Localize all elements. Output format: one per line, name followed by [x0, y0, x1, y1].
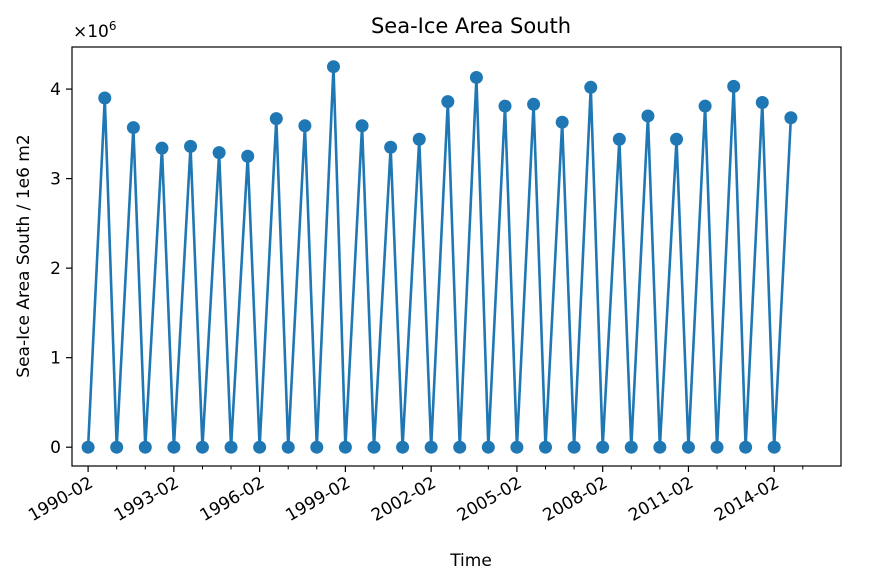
data-point	[338, 440, 352, 454]
data-point	[367, 440, 381, 454]
data-point	[681, 440, 695, 454]
series-line	[86, 65, 793, 449]
data-point	[155, 141, 169, 155]
x-tick-label: 2002-02	[368, 473, 440, 526]
data-point	[727, 79, 741, 93]
chart-title: Sea-Ice Area South	[371, 14, 571, 38]
data-point	[424, 440, 438, 454]
data-point	[298, 119, 312, 133]
y-tick-label: 1	[50, 349, 61, 369]
x-tick-label: 2014-02	[711, 473, 783, 526]
data-point	[441, 95, 455, 109]
data-point	[481, 440, 495, 454]
y-tick-label: 3	[50, 170, 61, 190]
data-point	[355, 119, 369, 133]
data-point	[755, 96, 769, 110]
data-point	[281, 440, 295, 454]
data-point	[396, 440, 410, 454]
data-point	[167, 440, 181, 454]
data-point	[126, 121, 140, 135]
y-axis-label: Sea-Ice Area South / 1e6 m2	[14, 134, 34, 377]
data-point	[710, 440, 724, 454]
data-point	[612, 132, 626, 146]
y-tick-label: 4	[50, 80, 61, 100]
data-point	[412, 132, 426, 146]
x-tick-label: 2008-02	[540, 473, 612, 526]
x-tick-label: 1993-02	[111, 473, 183, 526]
data-point	[212, 146, 226, 160]
data-point	[498, 99, 512, 113]
x-tick-label: 1990-02	[25, 473, 97, 526]
data-point	[138, 440, 152, 454]
data-point	[453, 440, 467, 454]
y-offset-label: ×106	[73, 19, 117, 42]
data-point	[767, 440, 781, 454]
data-point	[653, 440, 667, 454]
data-point	[195, 440, 209, 454]
x-axis-label: Time	[449, 551, 492, 571]
data-point	[567, 440, 581, 454]
data-point	[98, 91, 112, 105]
data-point	[584, 80, 598, 94]
data-point	[384, 140, 398, 154]
data-point	[469, 70, 483, 84]
x-tick-label: 1996-02	[197, 473, 269, 526]
data-point	[739, 440, 753, 454]
data-point	[527, 97, 541, 111]
data-point	[784, 111, 798, 125]
data-point	[253, 440, 267, 454]
data-point	[326, 60, 340, 74]
plot-frame	[71, 46, 842, 467]
axis-ticks: 0 1 2 3 4 1990-02 1993-02 1996-02 1999-02 2002-02…	[25, 80, 804, 526]
data-point	[184, 139, 198, 153]
y-tick-label: 0	[50, 438, 61, 458]
data-point	[310, 440, 324, 454]
data-point	[241, 149, 255, 163]
data-point	[81, 440, 95, 454]
x-tick-label: 2005-02	[454, 473, 526, 526]
data-point	[641, 109, 655, 123]
data-point	[596, 440, 610, 454]
data-point	[110, 440, 124, 454]
data-point	[510, 440, 524, 454]
data-point	[624, 440, 638, 454]
data-point	[670, 132, 684, 146]
data-point	[555, 115, 569, 129]
data-point	[269, 112, 283, 126]
x-tick-label: 1999-02	[282, 473, 354, 526]
data-point	[224, 440, 238, 454]
x-tick-label: 2011-02	[625, 473, 697, 526]
data-marks	[81, 60, 798, 454]
y-tick-label: 2	[50, 259, 61, 279]
data-point	[698, 99, 712, 113]
data-point	[539, 440, 552, 454]
